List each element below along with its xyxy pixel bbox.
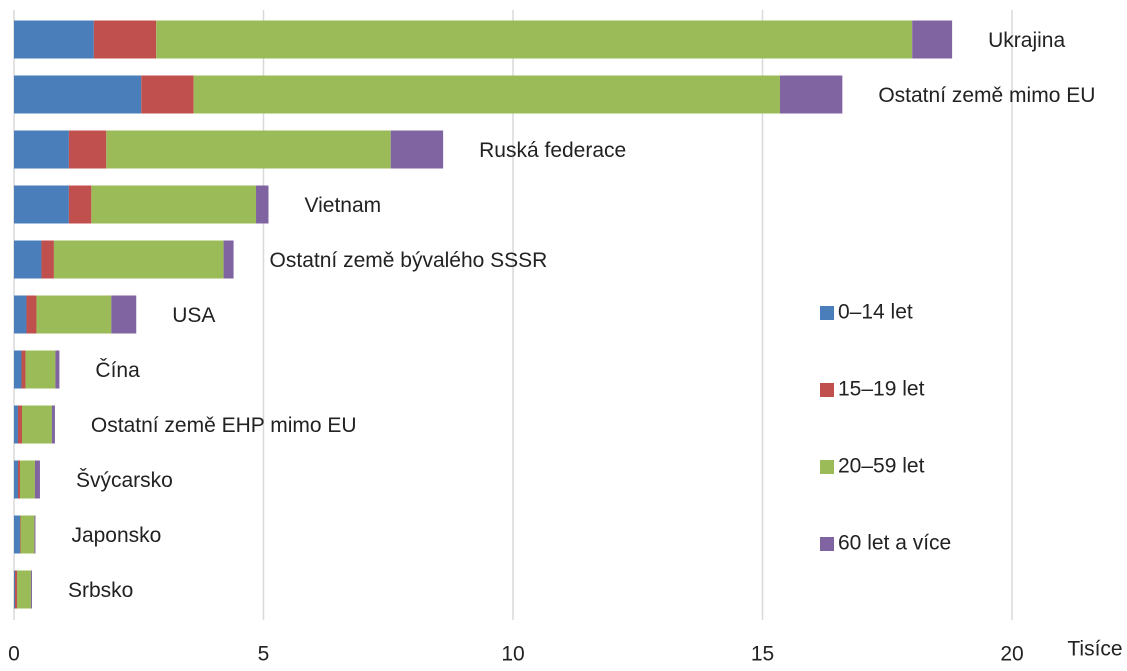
bar-segment [18, 461, 20, 499]
legend-label: 15–19 let [838, 378, 925, 401]
bar-segment [780, 76, 842, 114]
legend-label: 20–59 let [838, 455, 925, 478]
bar-segment [52, 406, 55, 444]
legend-label: 0–14 let [838, 301, 913, 324]
x-tick-label: 20 [1000, 643, 1023, 666]
bar-segment [54, 241, 224, 279]
bar-segment [194, 76, 780, 114]
legend-swatch [820, 537, 834, 551]
bar-segment [14, 76, 141, 114]
bar-segment [91, 186, 256, 224]
bar-segment [14, 21, 94, 59]
x-tick-label: 15 [751, 643, 774, 666]
bar-segment [69, 131, 106, 169]
bar-segment [34, 516, 35, 554]
bar-segment [21, 351, 25, 389]
bar-segment [20, 461, 35, 499]
bar-segment [912, 21, 952, 59]
bar-segment [22, 406, 52, 444]
bar-segment [20, 516, 34, 554]
axis-unit-label: Tisíce [1067, 638, 1122, 661]
bar-segment [14, 131, 69, 169]
bar-segment [14, 516, 20, 554]
legend-swatch [820, 383, 834, 397]
bar-segment [94, 21, 156, 59]
bar-segment [36, 296, 111, 334]
x-tick-label: 10 [501, 643, 524, 666]
bar-segment [156, 21, 912, 59]
category-label: Ostatní země EHP mimo EU [91, 414, 357, 437]
bar-segment [69, 186, 91, 224]
bar-segment [55, 351, 59, 389]
bar-segment [25, 351, 55, 389]
bar-segment [14, 241, 41, 279]
bar-segment [391, 131, 443, 169]
bar-segment [224, 241, 234, 279]
category-label: Švýcarsko [76, 469, 173, 492]
bar-segment [106, 131, 390, 169]
category-label: USA [172, 304, 215, 327]
category-label: Srbsko [68, 579, 133, 602]
bar-segment [14, 186, 69, 224]
legend-swatch [820, 460, 834, 474]
bar-segment [14, 351, 21, 389]
x-tick-label: 5 [258, 643, 270, 666]
bar-segment [18, 406, 22, 444]
category-label: Vietnam [304, 194, 381, 217]
bar-segment [111, 296, 136, 334]
bar-segment [256, 186, 268, 224]
legend-swatch [820, 306, 834, 320]
category-label: Čína [95, 359, 140, 382]
category-label: Ukrajina [988, 29, 1065, 52]
bar-segment [26, 296, 36, 334]
bar-segment [31, 571, 32, 609]
bar-segment [35, 461, 40, 499]
x-tick-label: 0 [8, 643, 20, 666]
bar-segment [14, 406, 18, 444]
bar-segment [14, 571, 15, 609]
bar-segment [17, 571, 31, 609]
bar-segment [14, 296, 26, 334]
bar-segment [14, 461, 18, 499]
bar-segment [41, 241, 53, 279]
legend-label: 60 let a více [838, 532, 951, 555]
category-label: Japonsko [71, 524, 161, 547]
category-label: Ostatní země bývalého SSSR [270, 249, 548, 272]
category-label: Ruská federace [479, 139, 626, 162]
category-label: Ostatní země mimo EU [878, 84, 1095, 107]
bar-segment [141, 76, 193, 114]
bar-segment [15, 571, 17, 609]
